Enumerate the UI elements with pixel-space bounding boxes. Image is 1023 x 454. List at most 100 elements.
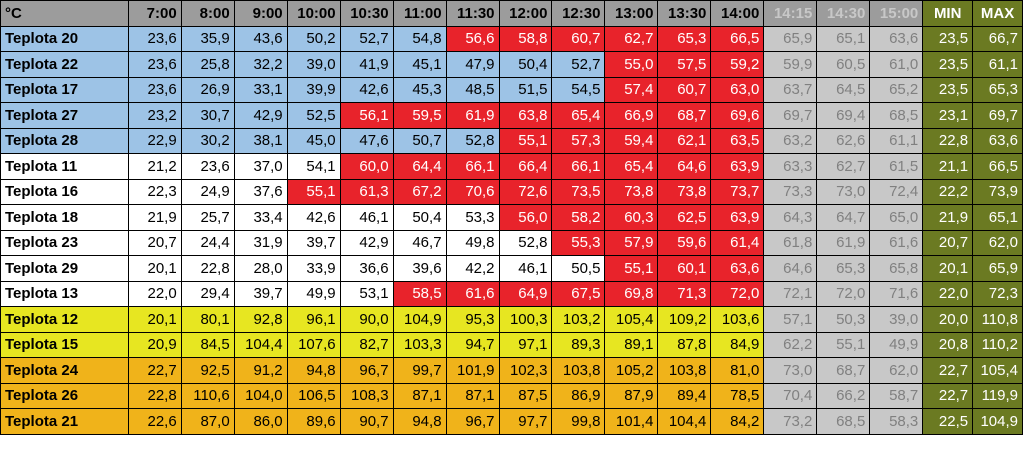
row-label: Teplota 11 <box>0 153 129 180</box>
temperature-cell: 63,7 <box>763 76 818 103</box>
temperature-cell: 33,9 <box>286 255 341 282</box>
temperature-cell: 37,0 <box>233 153 288 180</box>
temperature-cell: 80,1 <box>180 306 235 333</box>
temperature-cell: 84,5 <box>180 331 235 358</box>
temperature-cell: 89,1 <box>604 331 659 358</box>
temperature-cell: 58,7 <box>869 382 924 409</box>
row-label: Teplota 26 <box>0 382 129 409</box>
temperature-cell: 54,8 <box>392 25 447 52</box>
temperature-cell: 56,6 <box>445 25 500 52</box>
temperature-cell: 48,5 <box>445 76 500 103</box>
temperature-cell: 90,7 <box>339 408 394 435</box>
temperature-cell: 66,2 <box>816 382 871 409</box>
temperature-cell: 20,1 <box>127 255 182 282</box>
row-label: Teplota 13 <box>0 280 129 307</box>
temperature-cell: 62,6 <box>816 127 871 154</box>
temperature-cell: 39,7 <box>286 229 341 256</box>
temperature-cell: 50,2 <box>286 25 341 52</box>
temperature-cell: 54,1 <box>286 153 341 180</box>
temperature-cell: 94,7 <box>445 331 500 358</box>
column-header: 7:00 <box>127 0 182 27</box>
temperature-cell: 82,7 <box>339 331 394 358</box>
max-cell: 61,1 <box>972 51 1023 78</box>
row-label: Teplota 23 <box>0 229 129 256</box>
temperature-cell: 71,3 <box>657 280 712 307</box>
min-cell: 20,0 <box>922 306 974 333</box>
table-row: Teplota 21 22,6 87,0 86,0 89,6 90,7 94,8 96,7 97… <box>0 408 1023 435</box>
temperature-cell: 65,0 <box>869 204 924 231</box>
max-cell: 66,7 <box>972 25 1023 52</box>
temperature-cell: 63,6 <box>710 255 765 282</box>
temperature-cell: 69,8 <box>604 280 659 307</box>
min-cell: 20,7 <box>922 229 974 256</box>
temperature-cell: 69,6 <box>710 102 765 129</box>
min-cell: 22,7 <box>922 382 974 409</box>
temperature-cell: 65,4 <box>551 102 606 129</box>
temperature-cell: 24,9 <box>180 178 235 205</box>
temperature-cell: 59,2 <box>710 51 765 78</box>
temperature-cell: 41,9 <box>339 51 394 78</box>
temperature-cell: 61,6 <box>445 280 500 307</box>
max-cell: 66,5 <box>972 153 1023 180</box>
temperature-cell: 65,9 <box>763 25 818 52</box>
temperature-cell: 62,0 <box>869 357 924 384</box>
temperature-cell: 55,1 <box>604 255 659 282</box>
temperature-cell: 60,1 <box>657 255 712 282</box>
temperature-cell: 81,0 <box>710 357 765 384</box>
column-header: 14:30 <box>816 0 871 27</box>
min-cell: 20,8 <box>922 331 974 358</box>
column-header: 9:00 <box>233 0 288 27</box>
column-header: 13:30 <box>657 0 712 27</box>
temperature-cell: 50,5 <box>551 255 606 282</box>
temperature-table: °C 7:00 8:00 9:00 10:00 10:30 11:00 11:30 12:00… <box>0 0 1023 435</box>
column-header: 10:30 <box>339 0 394 27</box>
temperature-cell: 94,8 <box>286 357 341 384</box>
temperature-cell: 47,9 <box>445 51 500 78</box>
temperature-cell: 67,5 <box>551 280 606 307</box>
temperature-cell: 42,9 <box>339 229 394 256</box>
temperature-cell: 99,7 <box>392 357 447 384</box>
temperature-cell: 57,5 <box>657 51 712 78</box>
temperature-cell: 102,3 <box>498 357 553 384</box>
row-label: Teplota 27 <box>0 102 129 129</box>
temperature-cell: 100,3 <box>498 306 553 333</box>
temperature-cell: 103,2 <box>551 306 606 333</box>
max-header: MAX <box>972 0 1023 27</box>
column-header: 8:00 <box>180 0 235 27</box>
column-header: 10:00 <box>286 0 341 27</box>
temperature-cell: 87,8 <box>657 331 712 358</box>
temperature-cell: 50,4 <box>498 51 553 78</box>
temperature-cell: 84,2 <box>710 408 765 435</box>
temperature-cell: 69,4 <box>816 102 871 129</box>
temperature-cell: 50,3 <box>816 306 871 333</box>
temperature-cell: 64,6 <box>763 255 818 282</box>
temperature-cell: 29,4 <box>180 280 235 307</box>
temperature-cell: 49,9 <box>869 331 924 358</box>
header-row: °C 7:00 8:00 9:00 10:00 10:30 11:00 11:30 12:00… <box>0 0 1023 27</box>
temperature-cell: 101,9 <box>445 357 500 384</box>
temperature-cell: 25,7 <box>180 204 235 231</box>
temperature-cell: 66,1 <box>445 153 500 180</box>
temperature-cell: 35,9 <box>180 25 235 52</box>
temperature-cell: 103,8 <box>551 357 606 384</box>
table-row: Teplota 18 21,9 25,7 33,4 42,6 46,1 50,4 53,3 56… <box>0 204 1023 231</box>
temperature-cell: 66,5 <box>710 25 765 52</box>
temperature-cell: 62,5 <box>657 204 712 231</box>
temperature-cell: 97,1 <box>498 331 553 358</box>
temperature-cell: 103,6 <box>710 306 765 333</box>
temperature-cell: 51,5 <box>498 76 553 103</box>
temperature-cell: 61,3 <box>339 178 394 205</box>
max-cell: 104,9 <box>972 408 1023 435</box>
temperature-cell: 42,6 <box>286 204 341 231</box>
temperature-cell: 45,3 <box>392 76 447 103</box>
temperature-cell: 52,8 <box>498 229 553 256</box>
row-label: Teplota 16 <box>0 178 129 205</box>
temperature-cell: 86,9 <box>551 382 606 409</box>
temperature-cell: 87,1 <box>445 382 500 409</box>
temperature-cell: 50,7 <box>392 127 447 154</box>
temperature-cell: 72,6 <box>498 178 553 205</box>
temperature-cell: 63,9 <box>710 153 765 180</box>
temperature-cell: 96,7 <box>339 357 394 384</box>
temperature-cell: 68,7 <box>657 102 712 129</box>
temperature-cell: 73,8 <box>604 178 659 205</box>
